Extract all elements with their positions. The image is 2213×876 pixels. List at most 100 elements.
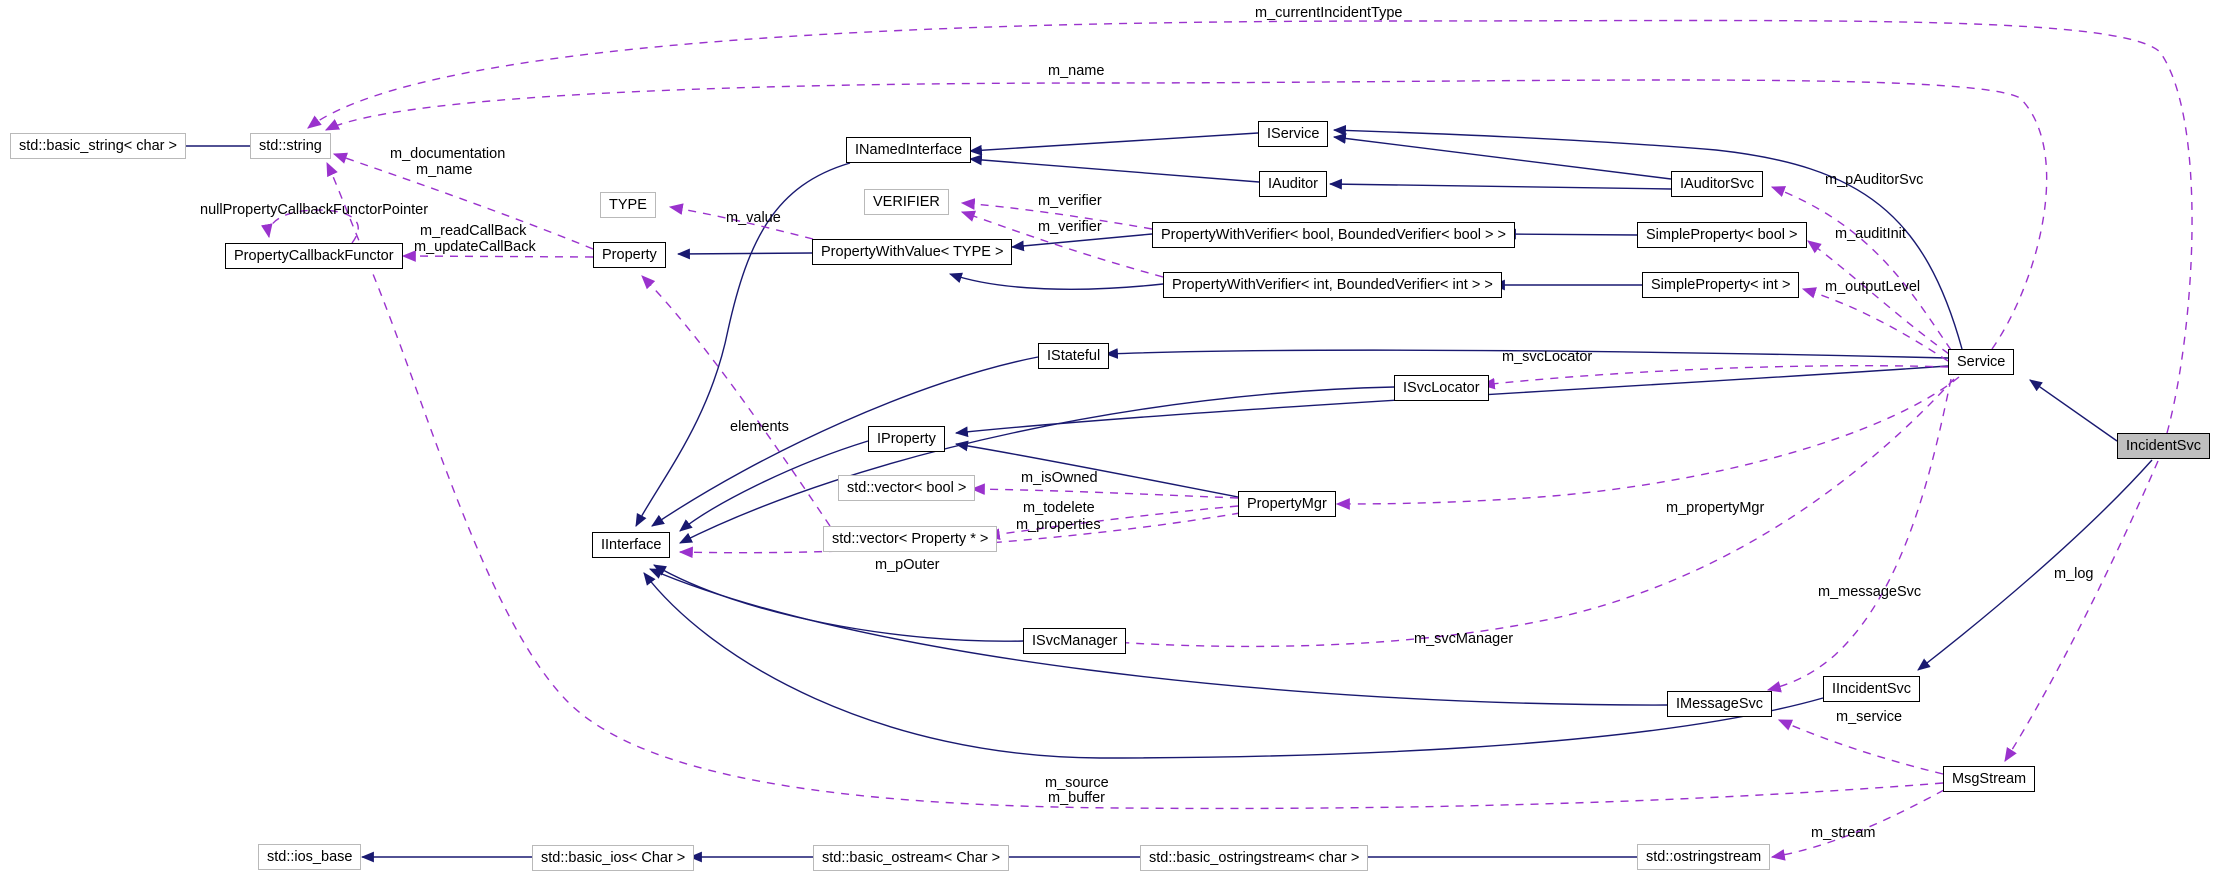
edge-imessagesvc-inherits-iinterface xyxy=(649,568,1668,706)
edge-iauditor-inherits-inamedinterface xyxy=(968,154,1260,183)
edge-label-m-todelete: m_todelete xyxy=(1023,500,1095,516)
edge-usage-outputlevel xyxy=(1801,287,1949,362)
node-std-vector-bool[interactable]: std::vector< bool > xyxy=(838,475,976,501)
edge-label-m-documentation: m_documentation xyxy=(390,146,506,162)
edge-label-m-stream: m_stream xyxy=(1811,825,1876,841)
node-simple-property-int[interactable]: SimpleProperty< int > xyxy=(1642,272,1800,298)
edge-usage-auditinit xyxy=(1807,240,1950,355)
edge-usage-readcallback xyxy=(401,250,594,262)
edge-usage-svclocator xyxy=(1480,364,1949,390)
edge-label-m-svclocator: m_svcLocator xyxy=(1502,349,1593,365)
edge-service-inherits-istateful xyxy=(1104,348,1949,359)
node-std-basic-ios-char[interactable]: std::basic_ios< Char > xyxy=(532,845,695,871)
edge-inamedinterface-inherits-iinterface xyxy=(635,162,851,527)
edge-label-m-log: m_log xyxy=(2054,566,2094,582)
node-std-basic-ostringstream-char[interactable]: std::basic_ostringstream< char > xyxy=(1140,845,1369,871)
edge-label-m-messagesvc: m_messageSvc xyxy=(1818,584,1922,600)
node-incident-svc[interactable]: IncidentSvc xyxy=(2117,433,2210,459)
node-property-with-verifier-bool[interactable]: PropertyWithVerifier< bool, BoundedVerif… xyxy=(1152,222,1515,248)
node-inamed-interface[interactable]: INamedInterface xyxy=(846,137,972,163)
edge-usage-name-service xyxy=(324,79,2048,350)
node-iinterface[interactable]: IInterface xyxy=(592,532,671,558)
node-property-with-value-type[interactable]: PropertyWithValue< TYPE > xyxy=(812,239,1013,265)
node-property-with-verifier-int[interactable]: PropertyWithVerifier< int, BoundedVerifi… xyxy=(1163,272,1502,298)
node-type[interactable]: TYPE xyxy=(600,192,656,218)
edge-propertywithvalue-inherits-property xyxy=(676,248,813,260)
edge-usage-verifier-int xyxy=(960,210,1164,278)
edge-label-m-pouter: m_pOuter xyxy=(875,557,940,573)
edge-label-m-isowned: m_isOwned xyxy=(1021,470,1098,486)
edge-label-nullfunctorpointer: nullPropertyCallbackFunctorPointer xyxy=(200,202,429,218)
edge-iauditorsvc-inherits-iauditor xyxy=(1328,178,1672,190)
edge-label-m-svcmanager: m_svcManager xyxy=(1414,631,1514,647)
edge-label-m-currentincidenttype: m_currentIncidentType xyxy=(1255,5,1403,21)
edge-label-m-properties: m_properties xyxy=(1016,517,1101,533)
edge-label-m-name-property: m_name xyxy=(416,162,473,178)
node-property[interactable]: Property xyxy=(593,242,666,268)
node-std-string[interactable]: std::string xyxy=(250,133,331,159)
node-property-mgr[interactable]: PropertyMgr xyxy=(1238,491,1336,517)
node-property-callback-functor[interactable]: PropertyCallbackFunctor xyxy=(225,243,403,269)
edge-label-m-propertymgr: m_propertyMgr xyxy=(1666,500,1765,516)
edge-usage-currentincidenttype xyxy=(307,19,2193,434)
node-isvc-manager[interactable]: ISvcManager xyxy=(1023,628,1127,654)
edge-label-m-outputlevel: m_outputLevel xyxy=(1825,279,1921,295)
edge-label-elements: elements xyxy=(730,419,789,435)
edge-usage-propertymgr xyxy=(1335,376,1960,510)
edge-iincidentsvc-inherits-iinterface xyxy=(643,572,1824,759)
edge-label-m-buffer: m_buffer xyxy=(1048,790,1105,806)
node-iincident-svc[interactable]: IIncidentSvc xyxy=(1823,676,1920,702)
node-imessage-svc[interactable]: IMessageSvc xyxy=(1667,691,1773,717)
node-std-ios-base[interactable]: std::ios_base xyxy=(258,844,362,870)
edge-usage-pauditorsvc xyxy=(1770,186,1952,351)
edge-label-m-readcallback: m_readCallBack xyxy=(420,223,527,239)
edge-isvclocator-inherits-iinterface xyxy=(679,386,1395,544)
edge-usage-stream xyxy=(1770,789,1945,861)
edge-label-m-verifier-int: m_verifier xyxy=(1038,219,1102,235)
edge-iauditorsvc-inherits-iservice xyxy=(1332,133,1672,180)
node-istateful[interactable]: IStateful xyxy=(1038,343,1110,369)
node-msg-stream[interactable]: MsgStream xyxy=(1943,766,2036,792)
edge-iproperty-inherits-iinterface xyxy=(679,440,869,532)
edge-label-m-updatecallback: m_updateCallBack xyxy=(414,239,536,255)
edge-usage-service-msgstream xyxy=(1777,719,1944,775)
node-iproperty[interactable]: IProperty xyxy=(868,426,945,452)
edge-usage-value xyxy=(668,203,814,240)
edge-istateful-inherits-iinterface xyxy=(651,356,1039,527)
edge-label-m-auditinit: m_auditInit xyxy=(1835,226,1906,242)
edge-usage-svcmanager xyxy=(1111,378,1955,649)
edge-label-m-service: m_service xyxy=(1836,709,1903,725)
edge-usage-verifier-bool xyxy=(960,198,1153,230)
node-iservice[interactable]: IService xyxy=(1258,121,1329,147)
edge-label-m-value: m_value xyxy=(726,210,781,226)
edge-incidentsvc-inherits-service xyxy=(2029,379,2118,442)
node-std-vector-property-ptr[interactable]: std::vector< Property * > xyxy=(823,526,998,552)
edge-usage-nullfunctor-selfloop xyxy=(261,209,359,244)
node-std-basic-string-char[interactable]: std::basic_string< char > xyxy=(10,133,186,159)
node-iauditor[interactable]: IAuditor xyxy=(1259,171,1327,197)
edge-usage-todelete-properties xyxy=(985,505,1239,540)
edge-usage-isowned xyxy=(970,483,1239,499)
node-std-basic-ostream-char[interactable]: std::basic_ostream< Char > xyxy=(813,845,1010,871)
node-verifier[interactable]: VERIFIER xyxy=(864,189,949,215)
node-simple-property-bool[interactable]: SimpleProperty< bool > xyxy=(1637,222,1807,248)
edge-pwv-bool-inherits-propertywithvalue xyxy=(1010,233,1153,252)
edge-service-inherits-iservice xyxy=(1332,125,1963,350)
edge-usage-documentation-name xyxy=(332,152,594,250)
edge-usage-log xyxy=(2004,460,2159,762)
node-std-ostringstream[interactable]: std::ostringstream xyxy=(1637,844,1771,870)
edge-simpleproperty-bool-inherits-pwv-bool xyxy=(1502,228,1638,240)
node-iauditor-svc[interactable]: IAuditorSvc xyxy=(1671,171,1764,197)
edge-incidentsvc-inherits-iincidentsvc xyxy=(1917,459,2153,671)
edge-propertymgr-inherits-iproperty xyxy=(954,440,1239,498)
edge-usage-messagesvc xyxy=(1766,378,1952,693)
edge-label-m-source: m_source xyxy=(1045,775,1109,791)
edge-label-m-verifier-bool: m_verifier xyxy=(1038,193,1102,209)
edge-iservice-inherits-inamedinterface xyxy=(968,132,1259,156)
node-isvc-locator[interactable]: ISvcLocator xyxy=(1394,375,1489,401)
node-service[interactable]: Service xyxy=(1948,349,2015,375)
edge-pwv-int-inherits-propertywithvalue xyxy=(948,272,1164,290)
edge-isvcmanager-inherits-iinterface xyxy=(653,564,1024,642)
